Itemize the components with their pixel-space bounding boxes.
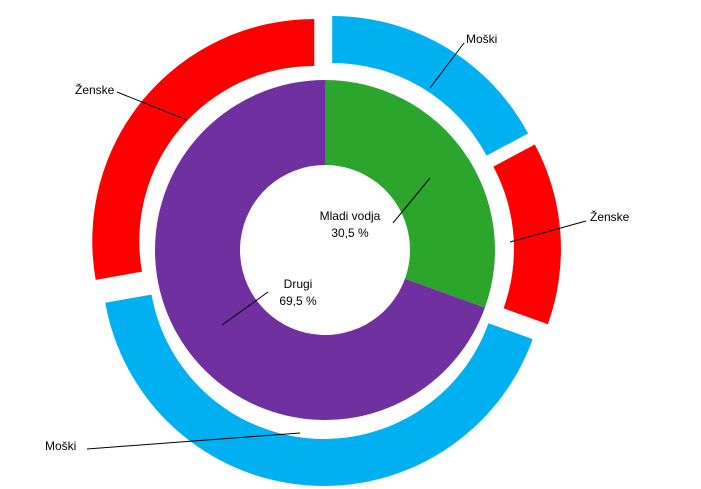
outer-segment <box>92 19 315 280</box>
leader-line <box>221 291 269 326</box>
outer-segment <box>105 294 533 486</box>
leader-line <box>509 220 587 243</box>
outer-label: Moški <box>466 32 497 46</box>
inner-segment <box>155 80 485 420</box>
leader-line <box>86 432 301 450</box>
outer-segment <box>332 15 529 156</box>
inner-segment <box>325 80 496 308</box>
outer-segment <box>493 144 561 325</box>
outer-label: Ženske <box>75 82 115 97</box>
inner-label: Mladi vodja <box>320 209 381 223</box>
inner-value-label: 30,5 % <box>331 226 369 240</box>
inner-value-label: 69,5 % <box>279 294 317 308</box>
outer-label: Moški <box>45 439 76 453</box>
leader-line <box>116 91 188 121</box>
leader-line <box>429 42 465 89</box>
inner-label: Drugi <box>284 277 313 291</box>
leader-line <box>392 177 431 224</box>
outer-label: Ženske <box>590 209 630 224</box>
